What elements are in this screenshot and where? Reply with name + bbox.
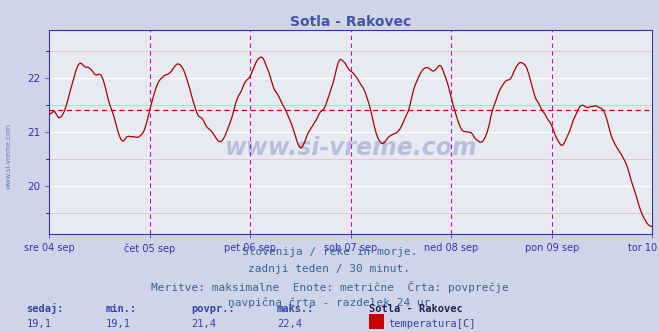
- Text: www.si-vreme.com: www.si-vreme.com: [5, 123, 11, 189]
- Text: Slovenija / reke in morje.: Slovenija / reke in morje.: [242, 247, 417, 257]
- Text: maks.:: maks.:: [277, 304, 314, 314]
- Title: Sotla - Rakovec: Sotla - Rakovec: [291, 15, 411, 29]
- Text: 21,4: 21,4: [191, 319, 216, 329]
- Text: 19,1: 19,1: [105, 319, 130, 329]
- Text: zadnji teden / 30 minut.: zadnji teden / 30 minut.: [248, 264, 411, 274]
- Text: www.si-vreme.com: www.si-vreme.com: [225, 136, 477, 160]
- Text: navpična črta - razdelek 24 ur: navpična črta - razdelek 24 ur: [228, 297, 431, 308]
- Text: Sotla - Rakovec: Sotla - Rakovec: [369, 304, 463, 314]
- Text: 22,4: 22,4: [277, 319, 302, 329]
- Text: min.:: min.:: [105, 304, 136, 314]
- Text: Meritve: maksimalne  Enote: metrične  Črta: povprečje: Meritve: maksimalne Enote: metrične Črta…: [151, 281, 508, 292]
- Text: temperatura[C]: temperatura[C]: [389, 319, 476, 329]
- Text: sedaj:: sedaj:: [26, 303, 64, 314]
- Text: povpr.:: povpr.:: [191, 304, 235, 314]
- Text: 19,1: 19,1: [26, 319, 51, 329]
